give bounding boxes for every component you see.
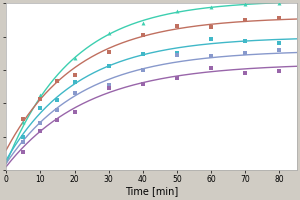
Point	[72, 73, 77, 76]
Point	[21, 136, 26, 139]
Point	[38, 97, 43, 100]
Point	[38, 93, 43, 97]
Point	[277, 41, 282, 44]
Point	[106, 65, 111, 68]
Point	[277, 69, 282, 73]
Point	[175, 24, 179, 28]
Point	[72, 81, 77, 84]
Point	[175, 10, 179, 13]
Point	[277, 17, 282, 20]
X-axis label: Time [min]: Time [min]	[125, 187, 178, 197]
Point	[175, 54, 179, 57]
Point	[55, 79, 60, 82]
Point	[140, 69, 145, 72]
Point	[55, 108, 60, 111]
Point	[140, 82, 145, 86]
Point	[209, 55, 214, 58]
Point	[21, 141, 26, 144]
Point	[72, 111, 77, 114]
Point	[38, 107, 43, 110]
Point	[243, 39, 248, 42]
Point	[175, 51, 179, 55]
Point	[21, 120, 26, 124]
Point	[38, 130, 43, 133]
Point	[277, 48, 282, 52]
Point	[209, 26, 214, 29]
Point	[243, 18, 248, 22]
Point	[175, 77, 179, 80]
Point	[55, 78, 60, 81]
Point	[140, 33, 145, 36]
Point	[106, 31, 111, 34]
Point	[140, 21, 145, 24]
Point	[243, 71, 248, 74]
Point	[55, 98, 60, 101]
Point	[72, 92, 77, 95]
Point	[55, 119, 60, 122]
Point	[209, 5, 214, 9]
Point	[243, 51, 248, 54]
Point	[72, 56, 77, 59]
Point	[21, 150, 26, 153]
Point	[106, 50, 111, 53]
Point	[209, 67, 214, 70]
Point	[209, 37, 214, 41]
Point	[243, 3, 248, 6]
Point	[38, 121, 43, 124]
Point	[106, 83, 111, 87]
Point	[277, 2, 282, 5]
Point	[106, 87, 111, 90]
Point	[140, 52, 145, 55]
Point	[21, 117, 26, 120]
